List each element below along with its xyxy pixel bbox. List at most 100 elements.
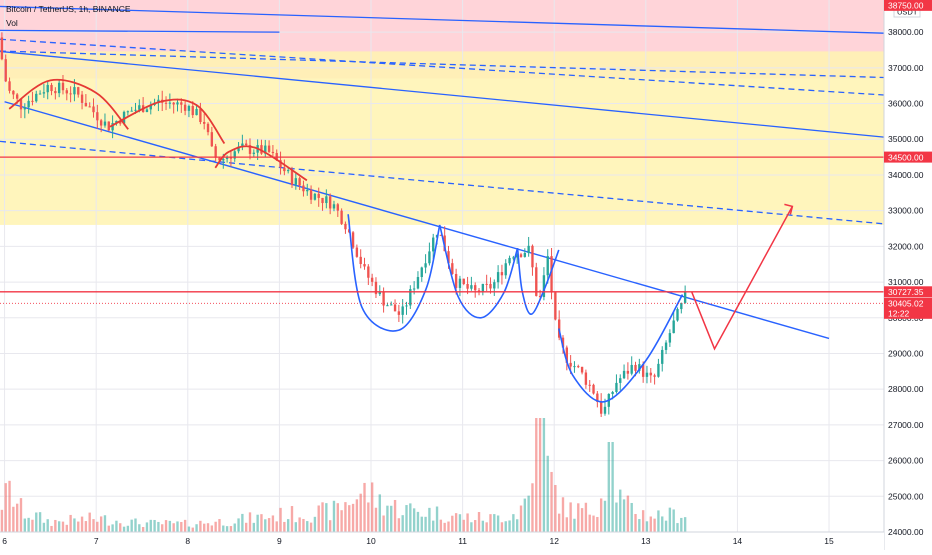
volume-bar-28: [107, 525, 110, 532]
candle-body-86: [328, 196, 332, 209]
candle-body-139: [531, 245, 534, 268]
volume-bar-153: [584, 502, 588, 532]
candle-body-121: [462, 278, 465, 284]
x-tick-label-3: 9: [277, 536, 282, 546]
candle-body-21: [80, 94, 84, 103]
candle-body-69: [264, 145, 267, 154]
candle-body-58: [222, 158, 225, 161]
candle-body-122: [466, 283, 469, 289]
candle-body-156: [596, 393, 599, 402]
x-tick-label-1: 7: [94, 536, 99, 546]
y-tick-label-3: 27000.00: [888, 420, 924, 430]
candle-body-44: [168, 102, 172, 104]
volume-bar-98: [374, 507, 378, 532]
volume-bar-39: [149, 519, 152, 532]
volume-bar-102: [390, 505, 393, 532]
candle-body-162: [619, 378, 622, 383]
candle-body-77: [294, 178, 297, 185]
candle-body-27: [103, 121, 107, 126]
volume-bar-12: [46, 519, 49, 532]
volume-bar-72: [275, 521, 278, 532]
y-tick-label-7: 31000.00: [888, 277, 924, 287]
volume-bar-109: [416, 511, 420, 532]
candle-body-12: [46, 84, 49, 93]
candle-body-143: [546, 256, 549, 276]
volume-bar-16: [61, 521, 65, 532]
candle-body-178: [680, 302, 683, 310]
candle-body-95: [363, 264, 366, 267]
projection-arrowhead: [784, 203, 794, 215]
volume-bar-125: [477, 512, 481, 532]
candle-body-100: [382, 291, 385, 306]
volume-bar-143: [546, 455, 549, 532]
y-tick-label-5: 29000.00: [888, 348, 924, 358]
candle-body-80: [306, 189, 309, 192]
volume-bar-34: [130, 519, 133, 532]
volume-bar-99: [378, 494, 381, 532]
volume-bar-159: [607, 442, 610, 532]
volume-bar-147: [561, 497, 565, 532]
candle-body-158: [603, 406, 607, 414]
candle-body-117: [447, 251, 450, 264]
candle-body-47: [180, 102, 183, 105]
candle-body-25: [96, 112, 99, 121]
candle-body-18: [69, 93, 72, 95]
candle-body-175: [668, 333, 672, 343]
candle-body-103: [393, 304, 397, 312]
candle-body-106: [405, 305, 408, 307]
red-arc-0: [8, 78, 129, 130]
volume-bar-58: [222, 525, 225, 532]
volume-bar-11: [42, 522, 46, 532]
candle-body-177: [676, 309, 679, 321]
candle-body-3: [12, 90, 15, 95]
candle-body-81: [309, 189, 313, 200]
candle-body-176: [672, 320, 675, 334]
candle-body-9: [35, 93, 38, 102]
candle-body-133: [508, 257, 511, 264]
volume-bar-115: [439, 519, 443, 532]
volume-bar-103: [393, 499, 397, 532]
red-arc-2: [214, 145, 308, 182]
candle-body-97: [370, 277, 374, 282]
candle-body-130: [496, 272, 500, 283]
volume-bar-1: [4, 483, 7, 532]
candle-body-152: [580, 366, 584, 373]
price-tag-bg-4: [884, 307, 932, 319]
candle-body-63: [241, 143, 244, 147]
candle-body-105: [401, 306, 404, 315]
volume-bar-178: [680, 517, 683, 532]
volume-bar-61: [233, 523, 236, 532]
candle-body-151: [577, 366, 580, 368]
volume-bar-55: [210, 525, 214, 532]
volume-bar-88: [336, 503, 339, 532]
volume-bar-155: [592, 515, 595, 532]
volume-bar-67: [256, 514, 259, 532]
volume-bar-117: [447, 521, 450, 532]
volume-bar-121: [462, 519, 465, 532]
volume-bar-14: [54, 519, 57, 532]
candle-body-136: [519, 254, 523, 257]
candle-body-41: [157, 99, 160, 103]
volume-bar-52: [199, 520, 202, 532]
candle-body-119: [454, 273, 458, 288]
volume-bar-4: [15, 503, 19, 532]
volume-bar-172: [657, 510, 660, 532]
volume-bar-94: [359, 493, 362, 532]
y-tick-label-13: 37000.00: [888, 63, 924, 73]
candle-body-147: [561, 337, 565, 348]
candle-body-68: [260, 145, 263, 154]
candle-body-57: [218, 157, 221, 161]
volume-bar-41: [157, 521, 160, 532]
candle-body-94: [359, 256, 362, 265]
volume-bar-73: [279, 507, 282, 532]
volume-bar-89: [340, 510, 343, 532]
candle-body-14: [54, 91, 57, 94]
y-tick-label-4: 28000.00: [888, 384, 924, 394]
volume-bar-45: [172, 523, 175, 532]
candle-body-108: [412, 288, 416, 290]
zones-layer: [0, 0, 884, 225]
x-tick-label-4: 10: [366, 536, 376, 546]
